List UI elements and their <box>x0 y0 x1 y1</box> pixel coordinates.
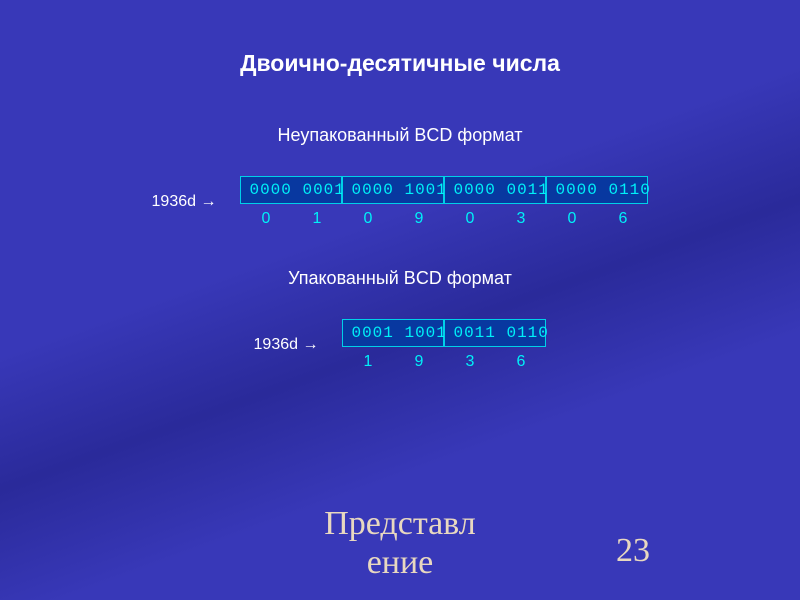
bcd-digit: 6 <box>597 210 648 228</box>
bcd-digit: 9 <box>393 210 444 228</box>
bcd-digit: 3 <box>495 210 546 228</box>
bcd-digit: 0 <box>240 210 291 228</box>
unpacked-digits: 01090306 <box>240 210 648 228</box>
bcd-digit: 0 <box>444 210 495 228</box>
packed-cells: 0001 10010011 0110 <box>342 319 546 347</box>
bcd-cell: 0011 0110 <box>444 319 546 347</box>
slide-title: Двоично-десятичные числа <box>0 0 800 77</box>
bcd-cell: 0000 1001 <box>342 176 444 204</box>
bcd-digit: 3 <box>444 353 495 371</box>
packed-digits: 1936 <box>342 353 546 371</box>
packed-section: 1936d → 0001 10010011 0110 1936 <box>0 319 800 371</box>
footer-title: Представление <box>0 504 800 582</box>
unpacked-subtitle: Неупакованный BCD формат <box>0 125 800 146</box>
unpacked-row: 1936d → 0000 00010000 10010000 00110000 … <box>152 176 649 228</box>
packed-row: 1936d → 0001 10010011 0110 1936 <box>254 319 547 371</box>
bcd-digit: 0 <box>342 210 393 228</box>
bcd-cell: 0000 0011 <box>444 176 546 204</box>
bcd-digit: 6 <box>495 353 546 371</box>
unpacked-label: 1936d → <box>152 193 217 211</box>
bcd-digit: 0 <box>546 210 597 228</box>
unpacked-section: 1936d → 0000 00010000 10010000 00110000 … <box>0 176 800 228</box>
bcd-digit: 9 <box>393 353 444 371</box>
bcd-cell: 0000 0001 <box>240 176 342 204</box>
bcd-cell: 0001 1001 <box>342 319 444 347</box>
packed-label: 1936d → <box>254 336 319 354</box>
packed-subtitle: Упакованный BCD формат <box>0 268 800 289</box>
page-number: 23 <box>616 532 650 570</box>
unpacked-cells: 0000 00010000 10010000 00110000 0110 <box>240 176 648 204</box>
bcd-digit: 1 <box>342 353 393 371</box>
bcd-digit: 1 <box>291 210 342 228</box>
bcd-cell: 0000 0110 <box>546 176 648 204</box>
